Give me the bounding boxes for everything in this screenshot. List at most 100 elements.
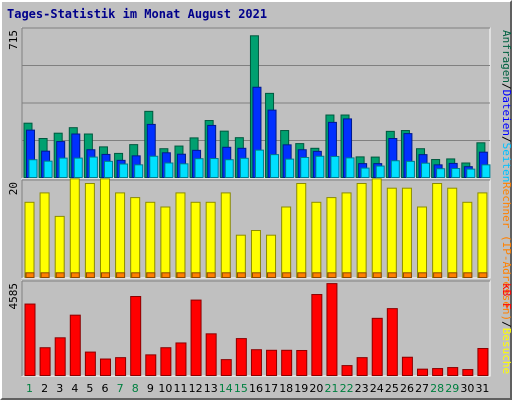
bar-Besuche-7 <box>115 192 126 278</box>
legend-part: Anfragen <box>500 30 512 83</box>
bar-Seiten-16 <box>254 149 264 178</box>
x-tick-label: 26 <box>400 382 414 395</box>
legend-part: Besuche <box>500 328 512 374</box>
bar-Rechner-25 <box>387 272 397 278</box>
bar-kB F-10 <box>160 347 172 377</box>
x-tick-label: 11 <box>174 382 188 395</box>
bar-Seiten-17 <box>270 154 280 178</box>
bar-Rechner-27 <box>418 272 428 278</box>
bar-kB F-20 <box>311 294 323 376</box>
x-tick-label: 9 <box>147 382 154 395</box>
bar-Seiten-29 <box>451 168 461 178</box>
x-tick-label: 31 <box>475 382 489 395</box>
bar-Seiten-30 <box>466 168 476 179</box>
bar-Rechner-10 <box>161 272 171 278</box>
bar-Besuche-26 <box>401 187 412 278</box>
bar-Besuche-31 <box>477 192 488 278</box>
bar-Seiten-21 <box>330 155 340 179</box>
bar-Besuche-27 <box>417 206 428 278</box>
bar-Besuche-8 <box>130 197 141 279</box>
bar-Seiten-5 <box>88 156 98 178</box>
bar-Besuche-17 <box>266 234 277 278</box>
bar-Besuche-10 <box>160 206 171 278</box>
bar-Rechner-9 <box>146 272 156 278</box>
bar-kB F-30 <box>462 369 474 377</box>
bar-kB F-15 <box>235 338 247 377</box>
legend-label-bottom: kB F <box>500 283 512 310</box>
bar-kB F-18 <box>281 349 293 376</box>
bar-Seiten-23 <box>360 167 370 179</box>
bar-kB F-1 <box>24 303 36 376</box>
bar-kB F-21 <box>326 283 338 376</box>
legend-part: Dateien <box>500 90 512 136</box>
x-tick-label: 12 <box>189 382 203 395</box>
bar-Rechner-2 <box>40 272 50 278</box>
bar-Rechner-3 <box>55 272 65 278</box>
bar-Seiten-3 <box>58 157 68 178</box>
x-tick-label: 25 <box>385 382 399 395</box>
bar-Seiten-14 <box>224 159 234 179</box>
bar-Rechner-1 <box>25 272 35 278</box>
x-tick-label: 23 <box>355 382 369 395</box>
bar-Besuche-23 <box>356 183 367 278</box>
x-tick-label: 18 <box>279 382 293 395</box>
legend-label-middle: Rechner (IP-Adressen)/Besuche <box>500 182 512 374</box>
x-tick-label: 3 <box>56 382 63 395</box>
bar-Besuche-12 <box>190 201 201 278</box>
bar-Seiten-13 <box>209 158 219 179</box>
bar-kB F-7 <box>115 357 127 376</box>
bar-Seiten-7 <box>119 163 129 178</box>
legend-part: / <box>500 136 512 143</box>
bar-kB F-8 <box>130 296 142 376</box>
bar-Rechner-23 <box>357 272 367 278</box>
x-tick-label: 28 <box>430 382 444 395</box>
bar-Besuche-6 <box>99 178 110 278</box>
bar-Rechner-15 <box>236 272 246 278</box>
bar-Seiten-20 <box>315 155 325 179</box>
bar-Rechner-26 <box>402 272 412 278</box>
ymax-label-bottom: 4585 <box>7 283 20 310</box>
bar-Seiten-26 <box>405 160 415 178</box>
x-tick-label: 29 <box>445 382 459 395</box>
bar-kB F-4 <box>69 314 81 376</box>
bar-kB F-24 <box>371 317 383 376</box>
bar-Seiten-10 <box>164 162 174 178</box>
bar-kB F-3 <box>54 337 66 376</box>
x-tick-label: 20 <box>309 382 323 395</box>
bar-Rechner-18 <box>282 272 292 278</box>
bar-Besuche-14 <box>220 192 231 278</box>
bar-Rechner-12 <box>191 272 201 278</box>
x-tick-label: 15 <box>234 382 248 395</box>
bar-Besuche-28 <box>432 183 443 278</box>
legend-part: Rechner (IP-Adressen) <box>500 182 512 321</box>
bar-Rechner-16 <box>251 272 261 278</box>
bar-kB F-27 <box>417 368 429 377</box>
x-tick-label: 1 <box>26 382 33 395</box>
x-tick-label: 24 <box>370 382 384 395</box>
bar-Besuche-24 <box>371 178 382 278</box>
bar-Rechner-24 <box>372 272 382 278</box>
bar-Seiten-27 <box>421 162 431 179</box>
bar-Rechner-14 <box>221 272 231 278</box>
bar-Besuche-16 <box>250 230 261 278</box>
bar-Rechner-21 <box>327 272 337 278</box>
bar-Rechner-31 <box>478 272 488 278</box>
legend-part: / <box>500 321 512 328</box>
bar-Besuche-29 <box>447 187 458 278</box>
bar-Rechner-5 <box>85 272 95 278</box>
bar-Besuche-25 <box>386 187 397 278</box>
bar-Seiten-9 <box>149 155 159 179</box>
bar-kB F-19 <box>296 349 308 377</box>
bar-Rechner-20 <box>312 272 322 278</box>
bar-Seiten-25 <box>390 160 400 179</box>
bar-kB F-23 <box>356 357 368 376</box>
x-tick-label: 27 <box>415 382 429 395</box>
bar-Rechner-11 <box>176 272 186 278</box>
bar-Seiten-18 <box>285 158 295 178</box>
bar-Seiten-2 <box>43 160 53 179</box>
x-tick-label: 2 <box>41 382 48 395</box>
bar-kB F-31 <box>477 348 489 376</box>
bar-Rechner-4 <box>70 272 80 278</box>
bar-Besuche-19 <box>296 183 307 278</box>
legend-part: Seiten <box>500 143 512 183</box>
